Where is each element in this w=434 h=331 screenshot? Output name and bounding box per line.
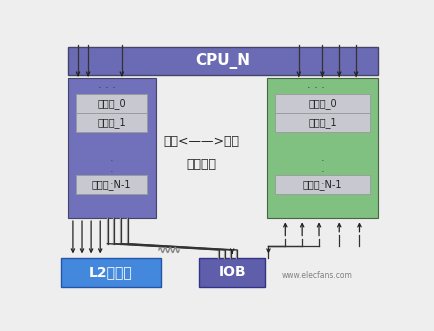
Text: 仲裁器_N-1: 仲裁器_N-1: [92, 179, 131, 190]
Text: 仲裁器_0: 仲裁器_0: [97, 98, 126, 109]
Bar: [199, 258, 264, 287]
Bar: [68, 78, 155, 218]
Bar: [61, 258, 160, 287]
Text: 仲裁器_N-1: 仲裁器_N-1: [302, 179, 342, 190]
Text: www.elecfans.com: www.elecfans.com: [281, 271, 352, 280]
Text: L2缓存区: L2缓存区: [89, 265, 132, 279]
Bar: [275, 175, 369, 194]
Text: 仲裁器_0: 仲裁器_0: [307, 98, 336, 109]
Text: 内核<——>内存
互联网络: 内核<——>内存 互联网络: [163, 135, 238, 171]
Bar: [266, 78, 377, 218]
Text: 仲裁器_1: 仲裁器_1: [307, 118, 336, 128]
Bar: [275, 94, 369, 113]
Text: ·
·
·: · · ·: [110, 156, 113, 189]
Bar: [76, 113, 147, 132]
Text: · · ·: · · ·: [306, 83, 324, 93]
Bar: [76, 175, 147, 194]
Bar: [76, 94, 147, 113]
Text: 仲裁器_1: 仲裁器_1: [97, 118, 126, 128]
Bar: [68, 47, 377, 75]
Text: · · ·: · · ·: [98, 83, 115, 93]
Text: ·
·
·: · · ·: [320, 156, 323, 189]
Text: IOB: IOB: [218, 265, 246, 279]
Bar: [275, 113, 369, 132]
Text: CPU_N: CPU_N: [195, 53, 250, 70]
